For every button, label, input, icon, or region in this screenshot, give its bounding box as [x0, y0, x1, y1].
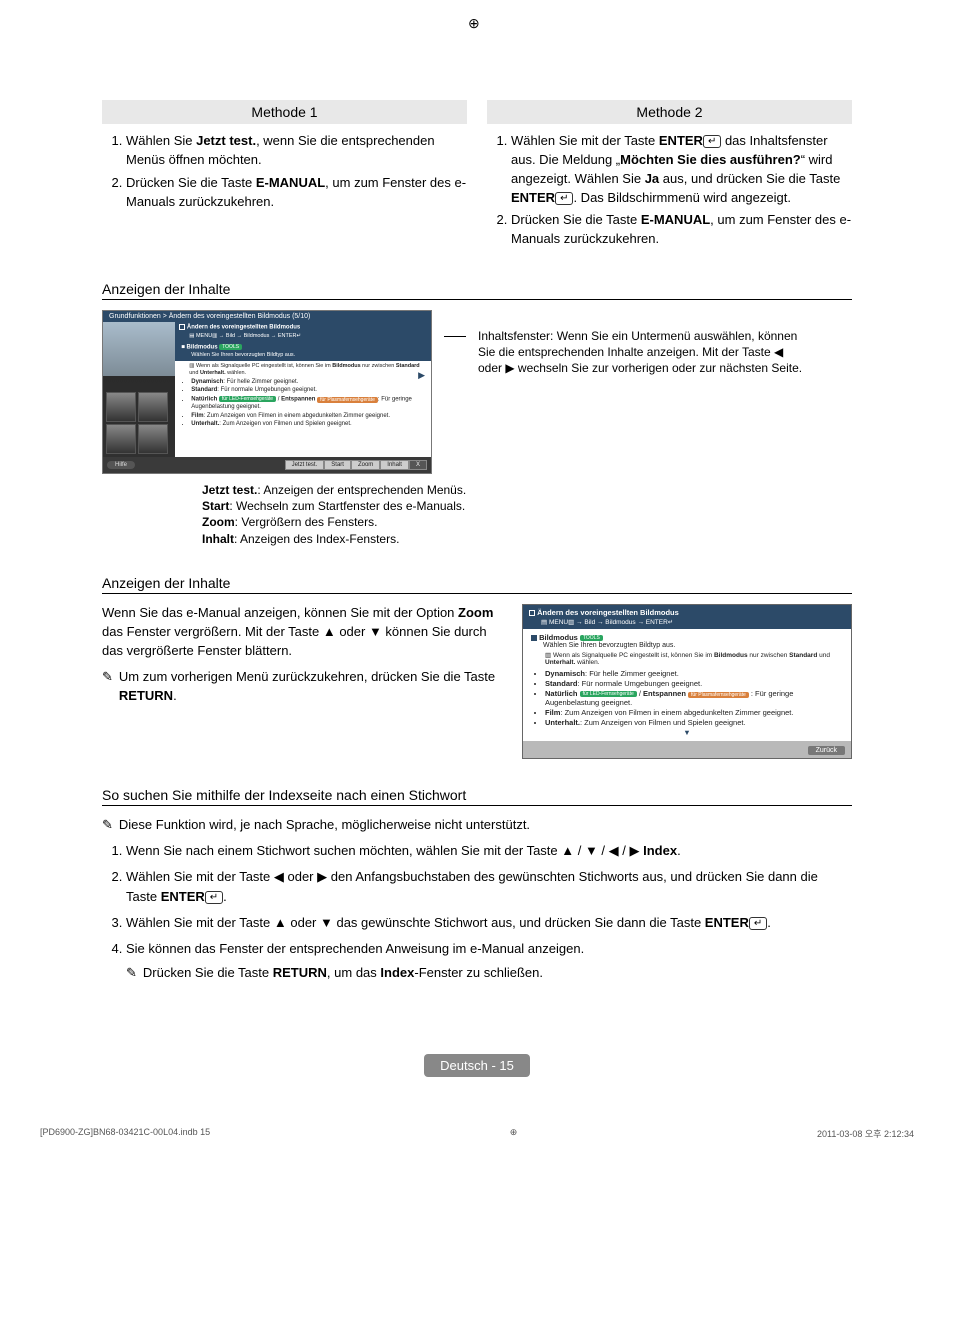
section2-title: Anzeigen der Inhalte: [102, 575, 852, 594]
side-caption: Inhaltsfenster: Wenn Sie ein Untermenü a…: [478, 310, 808, 377]
index-step: Wählen Sie mit der Taste ▲ oder ▼ das ge…: [126, 913, 852, 933]
imprint-right: 2011-03-08 오후 2:12:34: [817, 1127, 914, 1140]
section3-note: Diese Funktion wird, je nach Sprache, mö…: [119, 816, 530, 835]
ss1-panel-header: Ändern des voreingestellten Bildmodus ▤ …: [175, 322, 431, 342]
ss1-tab-content[interactable]: Inhalt: [380, 460, 409, 470]
method1-item: Drücken Sie die Taste E-MANUAL, um zum F…: [126, 174, 467, 212]
ss2-back-button[interactable]: Zurück: [808, 746, 845, 755]
ss1-thumb: [106, 424, 136, 454]
screenshot-panel-2: Ändern des voreingestellten Bildmodus ▤ …: [522, 604, 852, 759]
ss1-thumb: [138, 392, 168, 422]
ss1-thumb: [138, 424, 168, 454]
crop-mark-icon: ⊕: [468, 15, 480, 32]
ss1-tab-zoom[interactable]: Zoom: [351, 460, 380, 470]
ss1-content-panel: Ändern des voreingestellten Bildmodus ▤ …: [175, 322, 431, 457]
ss1-tab-start[interactable]: Start: [324, 460, 351, 470]
zoom-note: Um zum vorherigen Menü zurückzukehren, d…: [119, 668, 510, 706]
index-steps: Wenn Sie nach einem Stichwort suchen möc…: [106, 841, 852, 984]
crop-mark-icon: ⊕: [510, 1127, 518, 1140]
ss1-tab-close[interactable]: X: [409, 460, 427, 470]
screenshot-panel-1: Grundfunktionen > Ändern des voreingeste…: [102, 310, 432, 474]
note-icon: ✎: [102, 816, 113, 835]
screenshot1-caption: Jetzt test.: Anzeigen der entsprechenden…: [202, 482, 472, 547]
method2-item: Drücken Sie die Taste E-MANUAL, um zum F…: [511, 211, 852, 249]
ss1-footer: Hilfe Jetzt test. Start Zoom Inhalt X: [103, 457, 431, 473]
imprint-left: [PD6900-ZG]BN68-03421C-00L04.indb 15: [40, 1127, 210, 1140]
method1-header: Methode 1: [102, 100, 467, 124]
connector-line: [444, 336, 466, 337]
page-number-badge: Deutsch - 15: [424, 1054, 530, 1077]
ss1-thumbnail-column: [103, 322, 175, 457]
zoom-paragraph: Wenn Sie das e-Manual anzeigen, können S…: [102, 604, 510, 661]
method1-item: Wählen Sie Jetzt test., wenn Sie die ent…: [126, 132, 467, 170]
index-step: Sie können das Fenster der entsprechende…: [126, 939, 852, 983]
ss2-header: Ändern des voreingestellten Bildmodus ▤ …: [523, 605, 851, 629]
method2-list: Wählen Sie mit der Taste ENTER das Inhal…: [491, 132, 852, 249]
section1-title: Anzeigen der Inhalte: [102, 281, 852, 300]
index-step: Wählen Sie mit der Taste ◀ oder ▶ den An…: [126, 867, 852, 907]
note-icon: ✎: [126, 963, 137, 983]
method2-item: Wählen Sie mit der Taste ENTER das Inhal…: [511, 132, 852, 207]
method1-list: Wählen Sie Jetzt test., wenn Sie die ent…: [106, 132, 467, 211]
ss1-topbar: Grundfunktionen > Ändern des voreingeste…: [103, 311, 431, 322]
methods-row: Methode 1 Wählen Sie Jetzt test., wenn S…: [102, 100, 852, 253]
section3-title: So suchen Sie mithilfe der Indexseite na…: [102, 787, 852, 806]
ss1-thumb: [106, 392, 136, 422]
note-icon: ✎: [102, 668, 113, 687]
index-step: Wenn Sie nach einem Stichwort suchen möc…: [126, 841, 852, 861]
method2-header: Methode 2: [487, 100, 852, 124]
ss1-help-button[interactable]: Hilfe: [107, 461, 135, 469]
section3-subnote: Drücken Sie die Taste RETURN, um das Ind…: [143, 963, 543, 983]
ss1-tab-test[interactable]: Jetzt test.: [285, 460, 325, 470]
